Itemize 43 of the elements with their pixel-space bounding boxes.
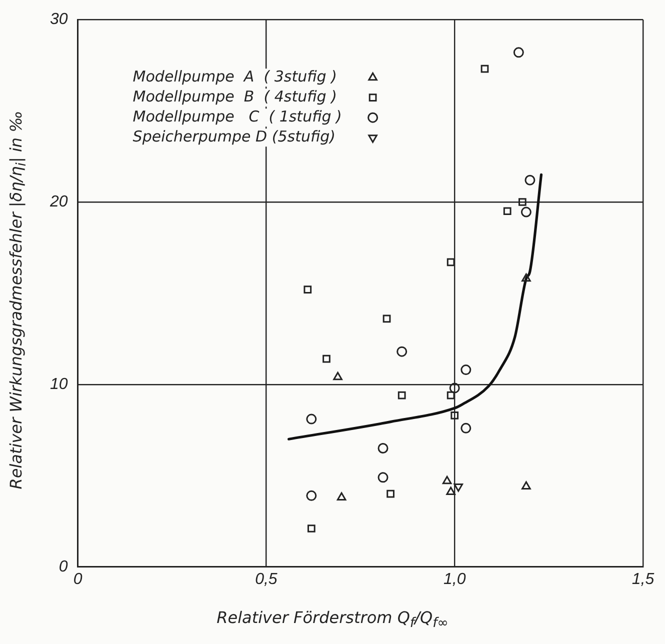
line-series	[288, 173, 543, 440]
point	[524, 174, 536, 186]
point	[442, 476, 452, 484]
point	[333, 372, 342, 380]
point	[449, 382, 460, 394]
point	[503, 207, 512, 216]
point	[460, 364, 472, 376]
y-tick-label: 30	[50, 11, 68, 28]
x-axis-title: Relativer Förderstrom Q$_{f}$/Q$_{f∞}$	[216, 608, 450, 632]
point	[520, 206, 532, 218]
y-tick-label: 10	[50, 376, 68, 393]
point	[480, 64, 489, 73]
point	[307, 524, 316, 532]
point	[522, 481, 531, 490]
x-tick-label: 1,5	[632, 570, 654, 588]
y-tick-label: 20	[49, 193, 68, 210]
point	[446, 258, 455, 266]
point	[446, 391, 455, 400]
legend-label: Modellpumpe A ( 3stufig )	[132, 67, 337, 86]
point	[378, 442, 388, 454]
point	[386, 490, 394, 498]
point	[522, 273, 531, 282]
point	[396, 346, 408, 357]
legend-label: Modellpumpe B ( 4stufig )	[132, 87, 337, 106]
point	[382, 314, 391, 323]
point	[306, 490, 317, 501]
point	[513, 47, 524, 58]
y-tick-label: 0	[58, 558, 68, 576]
point	[336, 492, 346, 500]
point	[398, 391, 406, 400]
point	[446, 486, 456, 496]
x-tick-label: 0	[73, 570, 82, 588]
point	[460, 422, 472, 434]
point	[378, 472, 388, 483]
legend-label: Speicherpumpe D (5stufig)	[132, 127, 336, 146]
legend-label: Modellpumpe C ( 1stufig )	[132, 107, 342, 126]
x-tick-label: 0,5	[255, 570, 278, 588]
point	[304, 286, 312, 294]
x-tick-label: 1,0	[443, 570, 466, 588]
point	[518, 198, 526, 206]
point	[450, 411, 459, 420]
point	[306, 414, 317, 424]
point	[322, 354, 330, 363]
